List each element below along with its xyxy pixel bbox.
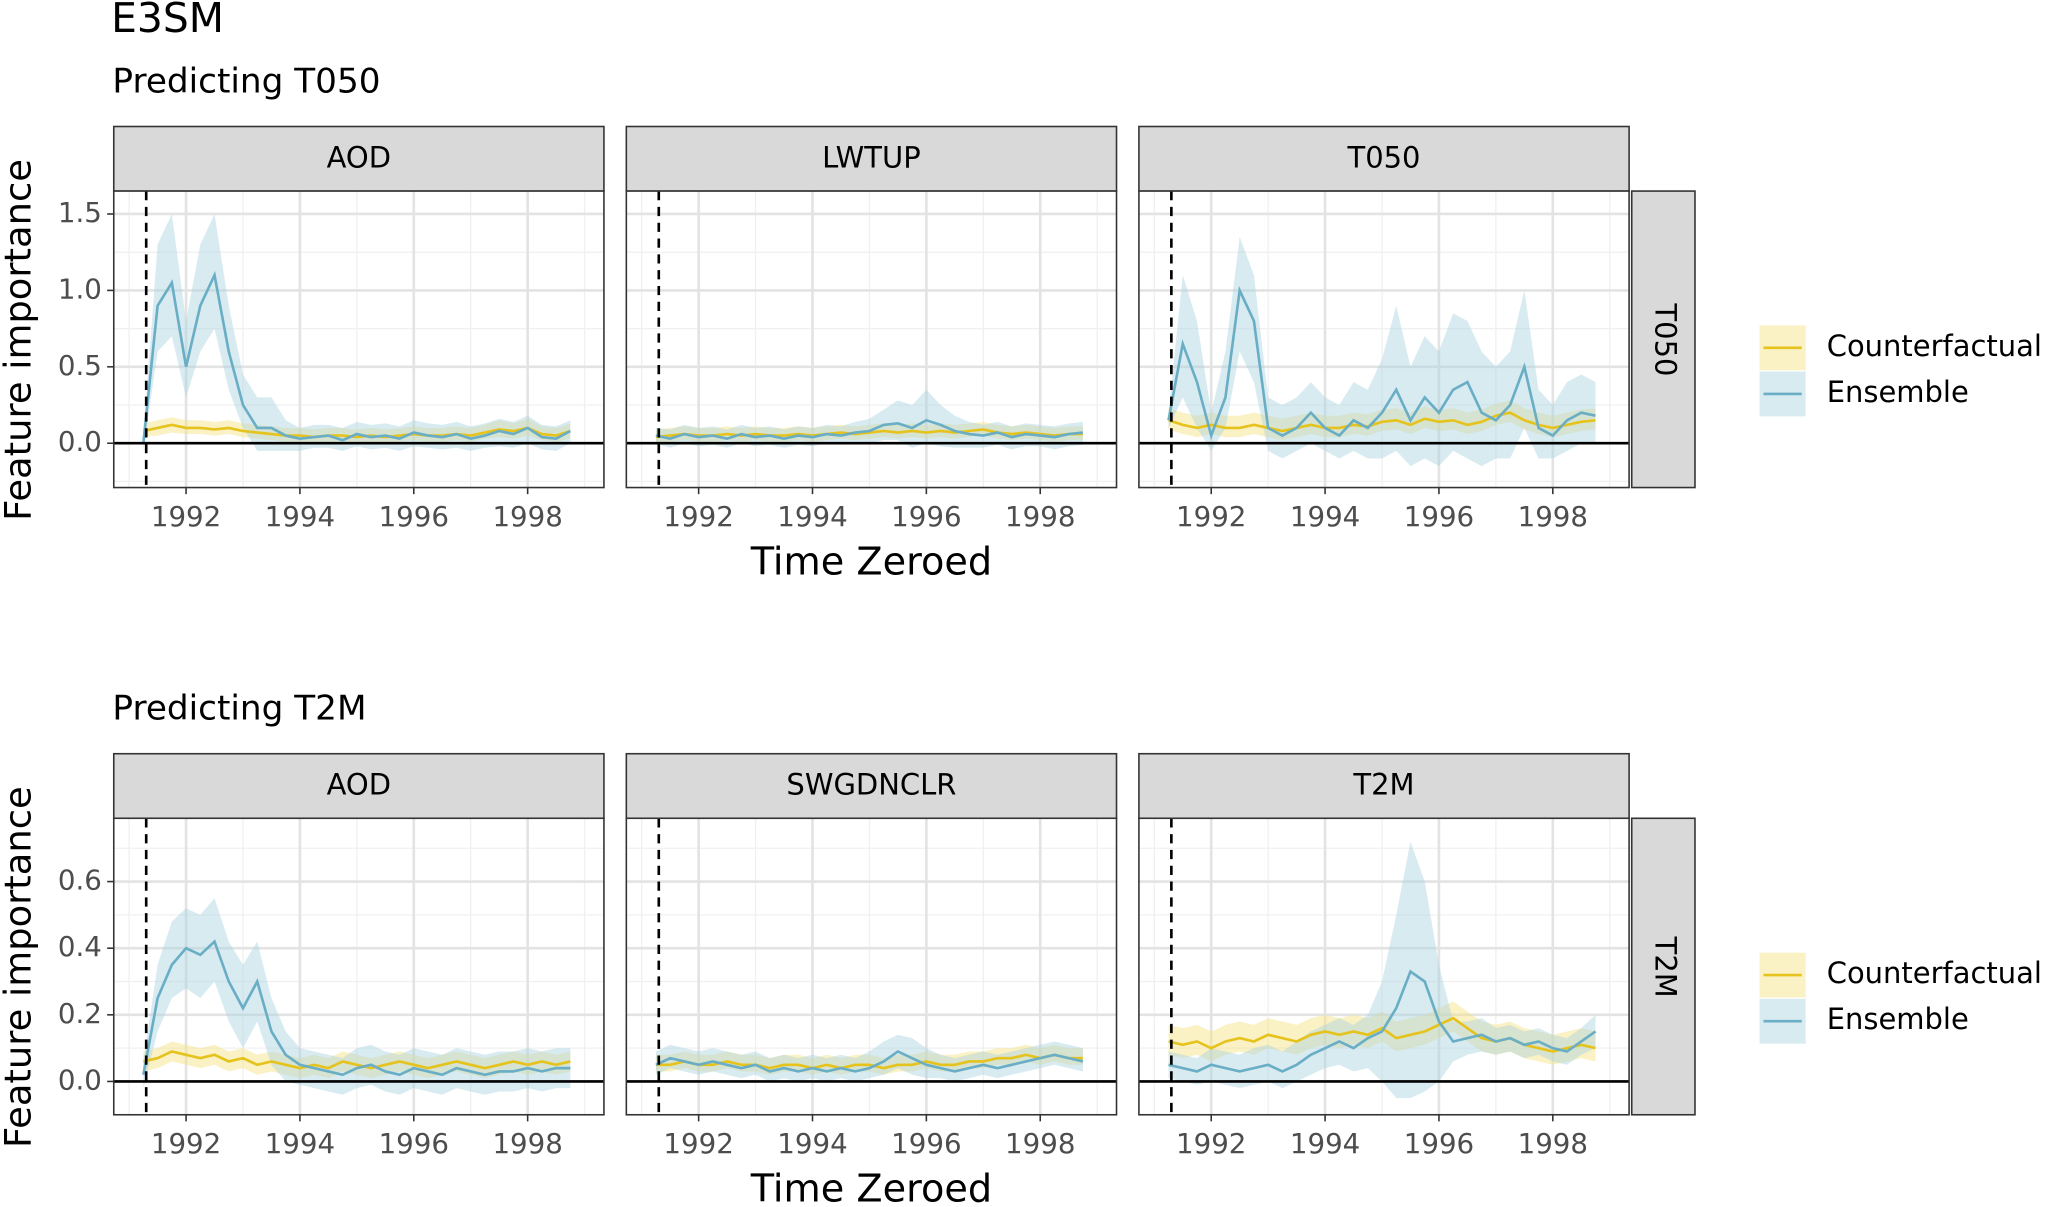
x-tick-label: 1994	[1290, 500, 1360, 533]
x-tick-label: 1996	[891, 1127, 961, 1160]
x-tick-label: 1994	[265, 1127, 335, 1160]
y-axis-title: Feature importance	[0, 786, 40, 1148]
y-tick-label: 0.0	[58, 1063, 102, 1096]
panel-bg	[1138, 191, 1630, 488]
legend-label: Counterfactual	[1827, 329, 2042, 363]
panel-strip	[625, 125, 1118, 192]
legend-label: Ensemble	[1827, 1002, 1969, 1036]
panel-title: SWGDNCLR	[786, 768, 956, 802]
y-tick-label: 0.4	[58, 930, 102, 963]
x-tick-label: 1994	[777, 1127, 847, 1160]
x-tick-label: 1998	[492, 1127, 562, 1160]
panel-title: T2M	[1352, 768, 1414, 802]
panel	[113, 191, 604, 488]
ribbon	[1168, 841, 1596, 1099]
x-tick-label: 1996	[379, 1127, 449, 1160]
row-strip-label: T2M	[1648, 936, 1682, 998]
x-tick-label: 1994	[1290, 1127, 1360, 1160]
panel	[626, 818, 1117, 1115]
x-tick-label: 1992	[151, 500, 221, 533]
y-tick-label: 0.6	[58, 864, 102, 897]
series-line	[655, 1053, 1083, 1070]
series-line	[143, 423, 571, 439]
x-tick-label: 1998	[1005, 500, 1075, 533]
series-line	[143, 1050, 571, 1070]
panel-border	[625, 190, 1118, 489]
row-strip	[1630, 817, 1696, 1116]
series-line	[655, 428, 1083, 439]
x-tick-label: 1998	[1518, 1127, 1588, 1160]
panel	[113, 818, 604, 1115]
ribbon	[1168, 236, 1596, 467]
panel-title: T050	[1347, 140, 1421, 174]
series-line	[1168, 969, 1597, 1073]
series-line	[655, 418, 1084, 441]
panel	[1138, 191, 1630, 488]
x-tick-label: 1996	[379, 500, 449, 533]
x-tick-label: 1992	[663, 500, 733, 533]
legend-label: Counterfactual	[1827, 956, 2042, 990]
x-tick-label: 1992	[663, 1127, 733, 1160]
x-tick-label: 1992	[1176, 1127, 1246, 1160]
x-axis-title: Time Zeroed	[750, 540, 992, 584]
x-tick-label: 1998	[1005, 1127, 1075, 1160]
x-tick-label: 1994	[265, 500, 335, 533]
panel-border	[625, 817, 1118, 1116]
panel-strip	[112, 752, 605, 820]
panel	[1138, 818, 1630, 1115]
ribbon	[1168, 1001, 1596, 1065]
panel-title: AOD	[327, 140, 391, 174]
panel-title: AOD	[327, 768, 391, 802]
y-tick-label: 1.5	[58, 196, 102, 229]
series-line	[1167, 285, 1596, 440]
panel-bg	[1138, 818, 1630, 1115]
panel	[626, 191, 1117, 488]
ribbon	[655, 1034, 1083, 1082]
figure-title: E3SM	[111, 0, 224, 42]
panel-bg	[626, 191, 1117, 488]
y-tick-label: 0.0	[58, 425, 102, 458]
y-tick-label: 1.0	[58, 272, 102, 305]
subtitle: Predicting T050	[112, 62, 380, 102]
series-line	[142, 270, 571, 444]
row-strip	[1630, 190, 1696, 489]
series-line	[1168, 411, 1596, 433]
ribbon	[143, 213, 571, 451]
panel-border	[1138, 817, 1630, 1116]
x-tick-label: 1998	[492, 500, 562, 533]
panel-border	[112, 190, 605, 489]
panel-border	[112, 817, 605, 1116]
panel-title: LWTUP	[822, 140, 921, 174]
x-tick-label: 1996	[891, 500, 961, 533]
y-tick-label: 0.5	[58, 349, 102, 382]
row-strip-label: T050	[1648, 302, 1682, 376]
series-line	[655, 1049, 1084, 1073]
y-axis-title: Feature importance	[0, 159, 40, 521]
legend-label: Ensemble	[1827, 375, 1969, 409]
panel-border	[1138, 190, 1630, 489]
x-axis-title: Time Zeroed	[750, 1168, 992, 1207]
x-tick-label: 1994	[777, 500, 847, 533]
series-line	[142, 939, 571, 1077]
x-tick-label: 1996	[1404, 500, 1474, 533]
ribbon	[143, 898, 571, 1095]
x-tick-label: 1998	[1518, 500, 1588, 533]
subtitle: Predicting T2M	[112, 689, 366, 729]
x-tick-label: 1996	[1404, 1127, 1474, 1160]
x-tick-label: 1992	[151, 1127, 221, 1160]
x-tick-label: 1992	[1176, 500, 1246, 533]
y-tick-label: 0.2	[58, 997, 102, 1030]
